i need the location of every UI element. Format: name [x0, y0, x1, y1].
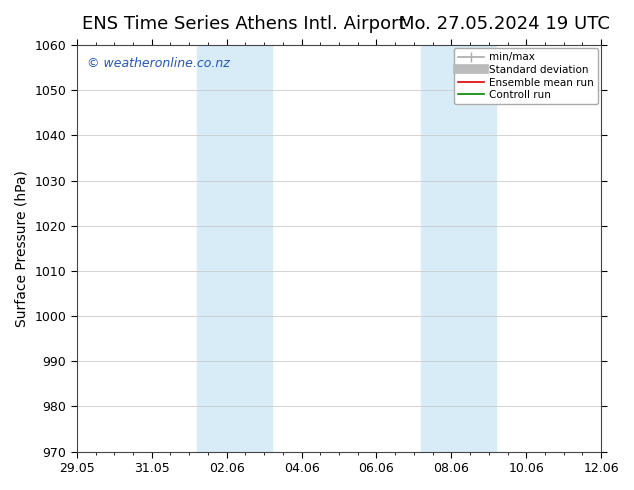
- Text: ENS Time Series Athens Intl. Airport: ENS Time Series Athens Intl. Airport: [82, 15, 406, 33]
- Text: © weatheronline.co.nz: © weatheronline.co.nz: [87, 57, 230, 70]
- Bar: [422, 45, 496, 452]
- Y-axis label: Surface Pressure (hPa): Surface Pressure (hPa): [15, 170, 29, 327]
- Text: Mo. 27.05.2024 19 UTC: Mo. 27.05.2024 19 UTC: [399, 15, 611, 33]
- Bar: [197, 45, 271, 452]
- Legend: min/max, Standard deviation, Ensemble mean run, Controll run: min/max, Standard deviation, Ensemble me…: [454, 48, 598, 104]
